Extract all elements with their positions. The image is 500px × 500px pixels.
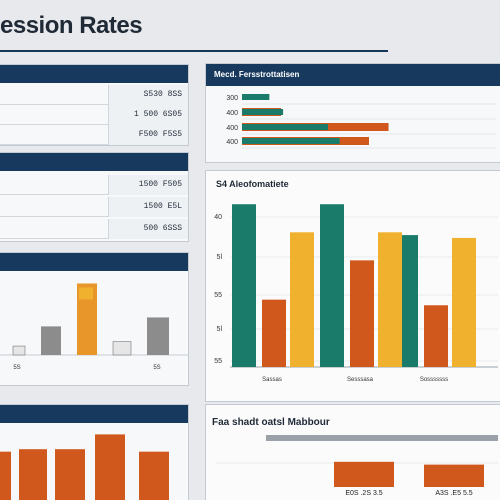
table-cell: F500 F5S5 — [108, 125, 188, 145]
left-chart-panel: 5S 5S — [0, 252, 189, 386]
table-row: 1 500 6S05 — [0, 105, 188, 125]
vbar-ytick-label: 5l — [217, 326, 223, 333]
left-chart-label: 5S — [153, 365, 160, 371]
bottom-left-panel — [0, 404, 189, 500]
left-table-panel-2: 1500 F505 1500 E5L 500 6SSS — [0, 152, 189, 242]
table-cell: 500 6SSS — [108, 219, 188, 239]
hbar-tick-label: 400 — [226, 139, 238, 146]
table-cell: 1500 E5L — [108, 197, 188, 217]
vbar-bar — [378, 232, 402, 367]
vbar-ytick-label: 5l — [217, 254, 223, 261]
table-row: F500 F5S5 — [0, 125, 188, 145]
panel-header — [0, 153, 188, 171]
vbar-chart-title: S4 Aleofomatiete — [216, 179, 289, 189]
left-table-panel-1: S530 8SS 1 500 6S05 F500 F5S5 — [0, 64, 189, 146]
hbar-tick-label: 400 — [226, 125, 238, 132]
bottom-right-bar-label: A3S .E5 5.5 — [435, 490, 472, 497]
bottom-right-gray-band — [266, 435, 498, 441]
bottom-right-chart-title: Faa shadt oatsl Mabbour — [212, 417, 330, 428]
hbar-tick-label: 400 — [226, 110, 238, 117]
bottom-left-bar — [55, 449, 85, 500]
left-chart-bar — [147, 317, 169, 355]
vbar-category-label: Sosssssss — [420, 377, 448, 383]
vertical-bar-chart: S4 Aleofomatiete 40 5l 55 5l 55 Sassas Sesssasa… — [214, 179, 498, 383]
hbar-bar — [242, 138, 340, 144]
left-bar-chart: 5S 5S — [0, 283, 188, 371]
hbar-panel: Mecd. Fersstrottatisen 300 400 400 400 — [205, 63, 500, 163]
left-chart-highlight — [79, 287, 93, 300]
bottom-left-bar — [19, 449, 47, 500]
horizontal-bar-chart: 300 400 400 400 — [226, 94, 496, 149]
table-row: S530 8SS — [0, 85, 188, 105]
table-cell: 1500 F505 — [108, 175, 188, 195]
left-chart-bar — [77, 283, 97, 355]
panel-header — [0, 253, 188, 271]
bottom-right-bar — [334, 461, 394, 487]
hbar-tick-label: 300 — [226, 95, 238, 102]
vbar-category-label: Sassas — [262, 377, 282, 383]
left-chart-label: 5S — [13, 365, 20, 371]
table-cell: S530 8SS — [108, 85, 188, 105]
bottom-right-bar-chart: Faa shadt oatsl Mabbour E0S .2S 3.5 A3S .E… — [212, 417, 498, 497]
table-row: 1500 F505 — [0, 175, 188, 195]
table-row: 1500 E5L — [0, 197, 188, 217]
panel-header — [0, 405, 188, 423]
vbar-ytick-label: 55 — [214, 358, 222, 365]
bottom-right-panel: Faa shadt oatsl Mabbour E0S .2S 3.5 A3S .E… — [205, 404, 500, 500]
bottom-left-bar — [139, 451, 169, 500]
bottom-left-bar-chart — [0, 434, 169, 500]
vbar-bar — [320, 204, 344, 367]
vbar-ytick-label: 40 — [214, 214, 222, 221]
vbar-category-label: Sesssasa — [347, 377, 374, 383]
hbar-bar — [242, 124, 328, 130]
left-chart-bar — [112, 341, 132, 356]
vbar-bar — [232, 204, 256, 367]
hbar-bar — [242, 94, 270, 100]
left-chart-bar — [12, 345, 26, 356]
hbar-chart-title: Mecd. Fersstrottatisen — [206, 64, 500, 86]
bottom-left-bar — [95, 434, 125, 500]
vbar-bar — [452, 237, 476, 367]
vbar-bar — [424, 305, 448, 367]
hbar-bar — [242, 109, 284, 115]
title-underline — [0, 50, 388, 52]
bottom-right-bar — [424, 464, 484, 487]
vbar-bar — [350, 260, 374, 367]
page-title: ession Rates — [0, 12, 143, 39]
table-row: 500 6SSS — [0, 219, 188, 239]
table-cell: 1 500 6S05 — [108, 105, 188, 125]
vbar-bar — [290, 232, 314, 367]
bottom-right-bar-label: E0S .2S 3.5 — [345, 490, 382, 497]
vbar-panel: S4 Aleofomatiete 40 5l 55 5l 55 Sassas Sesssasa… — [205, 170, 500, 402]
left-chart-bar — [41, 326, 61, 355]
bottom-left-bar — [0, 451, 11, 500]
panel-header — [0, 65, 188, 83]
vbar-bar — [262, 299, 286, 367]
vbar-ytick-label: 55 — [214, 292, 222, 299]
